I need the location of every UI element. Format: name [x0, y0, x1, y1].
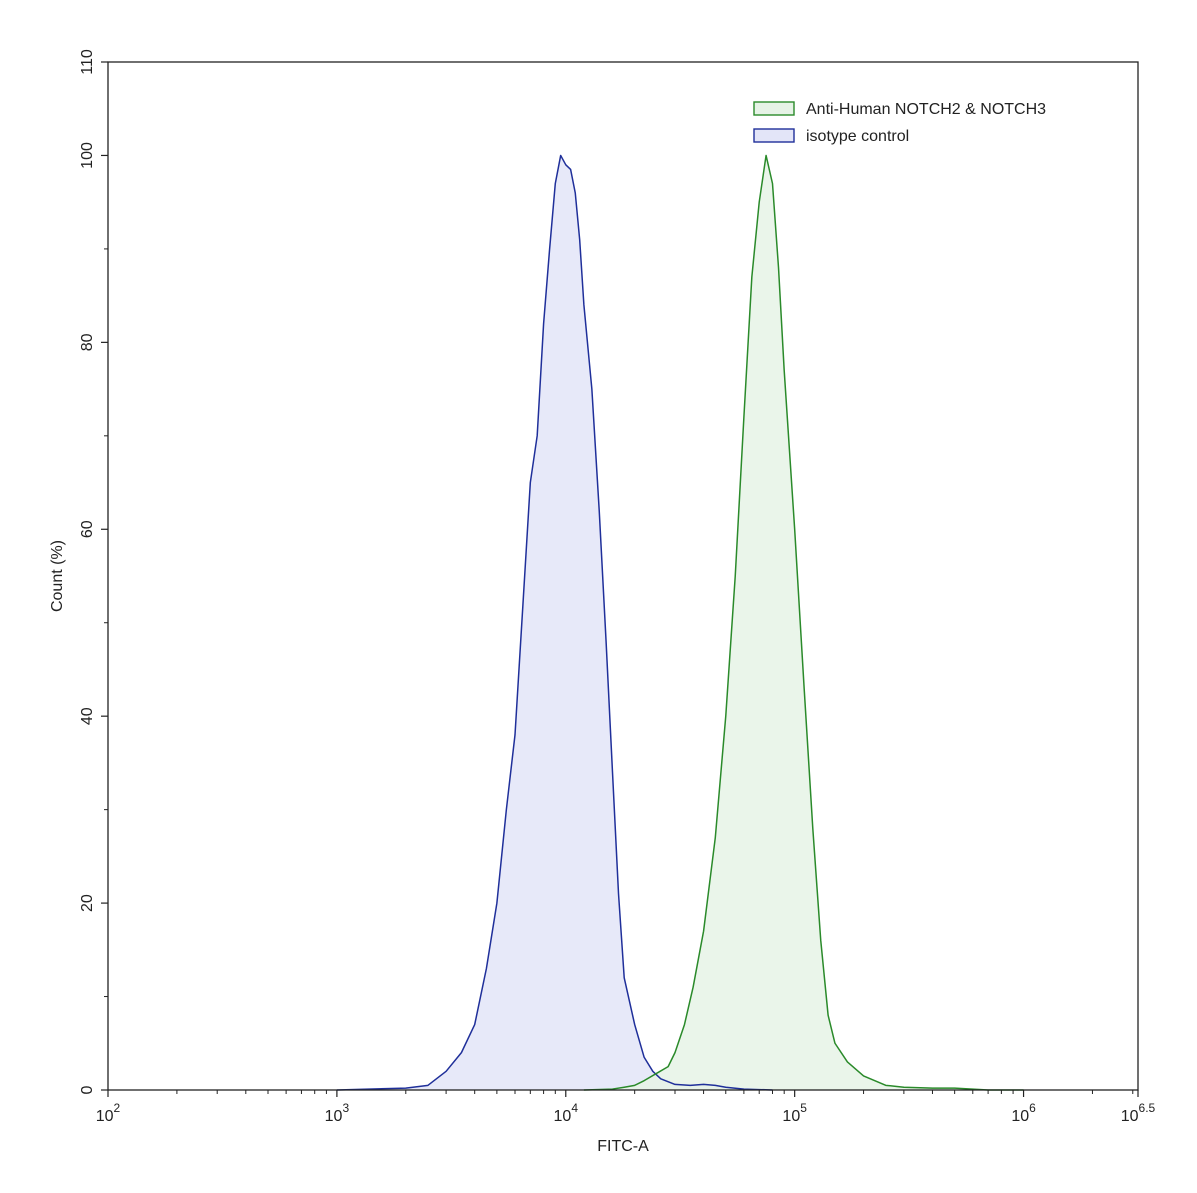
x-tick-label: 102 — [96, 1101, 121, 1125]
plot-frame — [107, 61, 1139, 1091]
y-axis: 0 20 40 60 80 100 110 — [79, 49, 108, 1094]
x-axis-label: FITC-A — [597, 1138, 649, 1155]
legend: Anti-Human NOTCH2 & NOTCH3 isotype contro… — [753, 101, 1046, 145]
y-axis-label: Count (%) — [49, 540, 66, 612]
y-tick-label: 110 — [79, 49, 96, 75]
isotype-control-area — [336, 155, 773, 1090]
x-tick-label: 104 — [554, 1101, 579, 1125]
legend-label: Anti-Human NOTCH2 & NOTCH3 — [806, 101, 1046, 118]
series-lines — [336, 154, 1024, 1091]
x-tick-label: 106.5 — [1121, 1101, 1156, 1125]
legend-swatch — [753, 101, 795, 116]
x-axis: 102 103 104 105 106 106.5 — [96, 1090, 1156, 1125]
y-tick-label: 60 — [79, 520, 96, 538]
anti-human-notch2-notch3-line — [583, 154, 1024, 1091]
y-tick-label: 100 — [79, 142, 96, 169]
y-tick-label: 0 — [79, 1085, 96, 1094]
isotype-control-line — [336, 154, 773, 1091]
y-tick-label: 20 — [79, 894, 96, 912]
x-tick-label: 103 — [325, 1101, 350, 1125]
y-tick-label: 80 — [79, 333, 96, 351]
legend-swatch — [753, 128, 795, 143]
x-tick-label: 106 — [1011, 1101, 1036, 1125]
legend-label: isotype control — [806, 128, 909, 145]
anti-human-notch2-notch3-area — [583, 155, 1024, 1090]
x-tick-label: 105 — [782, 1101, 807, 1125]
series-fills — [336, 155, 1024, 1090]
y-tick-label: 40 — [79, 707, 96, 725]
